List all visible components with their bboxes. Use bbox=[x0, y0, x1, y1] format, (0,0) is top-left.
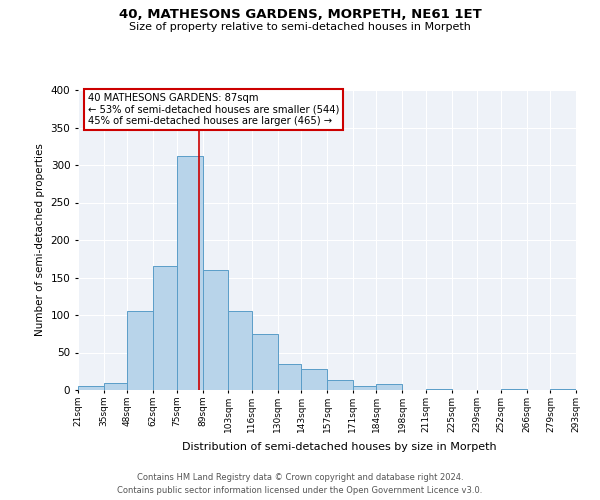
Bar bbox=[228, 311, 252, 390]
Text: 40, MATHESONS GARDENS, MORPETH, NE61 1ET: 40, MATHESONS GARDENS, MORPETH, NE61 1ET bbox=[119, 8, 481, 20]
Bar bbox=[301, 369, 327, 390]
Text: Contains HM Land Registry data © Crown copyright and database right 2024.
Contai: Contains HM Land Registry data © Crown c… bbox=[118, 474, 482, 495]
Bar bbox=[104, 382, 127, 390]
Y-axis label: Number of semi-detached properties: Number of semi-detached properties bbox=[35, 144, 45, 336]
Bar bbox=[177, 156, 203, 390]
Bar bbox=[501, 388, 527, 390]
Bar bbox=[252, 334, 278, 390]
Bar bbox=[327, 380, 353, 390]
Bar bbox=[78, 386, 104, 390]
Bar bbox=[203, 270, 228, 390]
Bar bbox=[127, 311, 153, 390]
Bar bbox=[550, 388, 576, 390]
Bar bbox=[353, 386, 376, 390]
Text: Distribution of semi-detached houses by size in Morpeth: Distribution of semi-detached houses by … bbox=[182, 442, 496, 452]
Bar bbox=[278, 364, 301, 390]
Bar bbox=[376, 384, 402, 390]
Text: 40 MATHESONS GARDENS: 87sqm
← 53% of semi-detached houses are smaller (544)
45% : 40 MATHESONS GARDENS: 87sqm ← 53% of sem… bbox=[88, 93, 340, 126]
Bar bbox=[153, 266, 177, 390]
Bar bbox=[426, 388, 452, 390]
Text: Size of property relative to semi-detached houses in Morpeth: Size of property relative to semi-detach… bbox=[129, 22, 471, 32]
